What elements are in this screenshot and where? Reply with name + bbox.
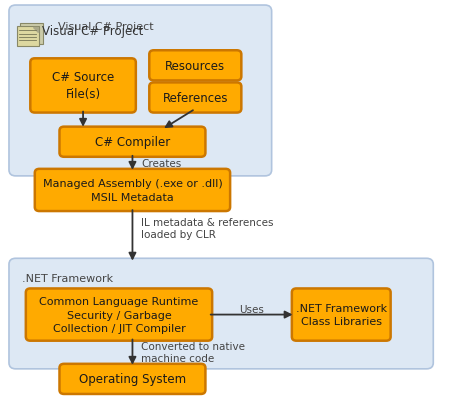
Text: Resources: Resources xyxy=(165,60,225,73)
Text: Creates: Creates xyxy=(141,158,182,168)
Text: IL metadata & references
loaded by CLR: IL metadata & references loaded by CLR xyxy=(141,218,274,239)
FancyBboxPatch shape xyxy=(9,6,272,176)
Text: Visual C# Project: Visual C# Project xyxy=(42,24,143,38)
Text: Visual C# Project: Visual C# Project xyxy=(58,22,154,32)
FancyBboxPatch shape xyxy=(26,289,212,341)
FancyBboxPatch shape xyxy=(59,128,206,157)
FancyBboxPatch shape xyxy=(20,24,43,45)
Text: Converted to native
machine code: Converted to native machine code xyxy=(141,341,246,363)
FancyBboxPatch shape xyxy=(292,289,391,341)
Text: C# Compiler: C# Compiler xyxy=(95,136,170,149)
Text: C# Source
File(s): C# Source File(s) xyxy=(52,71,114,101)
Text: Operating System: Operating System xyxy=(79,373,186,385)
Polygon shape xyxy=(33,28,38,33)
Text: .NET Framework
Class Libraries: .NET Framework Class Libraries xyxy=(296,303,387,326)
FancyBboxPatch shape xyxy=(149,51,242,81)
Text: References: References xyxy=(163,92,228,105)
FancyBboxPatch shape xyxy=(9,259,433,369)
FancyBboxPatch shape xyxy=(31,59,136,113)
FancyBboxPatch shape xyxy=(149,83,242,113)
Text: Uses: Uses xyxy=(239,305,264,314)
Text: Common Language Runtime
Security / Garbage
Collection / JIT Compiler: Common Language Runtime Security / Garba… xyxy=(40,297,198,333)
FancyBboxPatch shape xyxy=(17,27,39,47)
Text: Managed Assembly (.exe or .dll)
MSIL Metadata: Managed Assembly (.exe or .dll) MSIL Met… xyxy=(43,179,222,202)
FancyBboxPatch shape xyxy=(35,169,230,212)
FancyBboxPatch shape xyxy=(59,364,206,394)
Text: .NET Framework: .NET Framework xyxy=(22,273,114,284)
